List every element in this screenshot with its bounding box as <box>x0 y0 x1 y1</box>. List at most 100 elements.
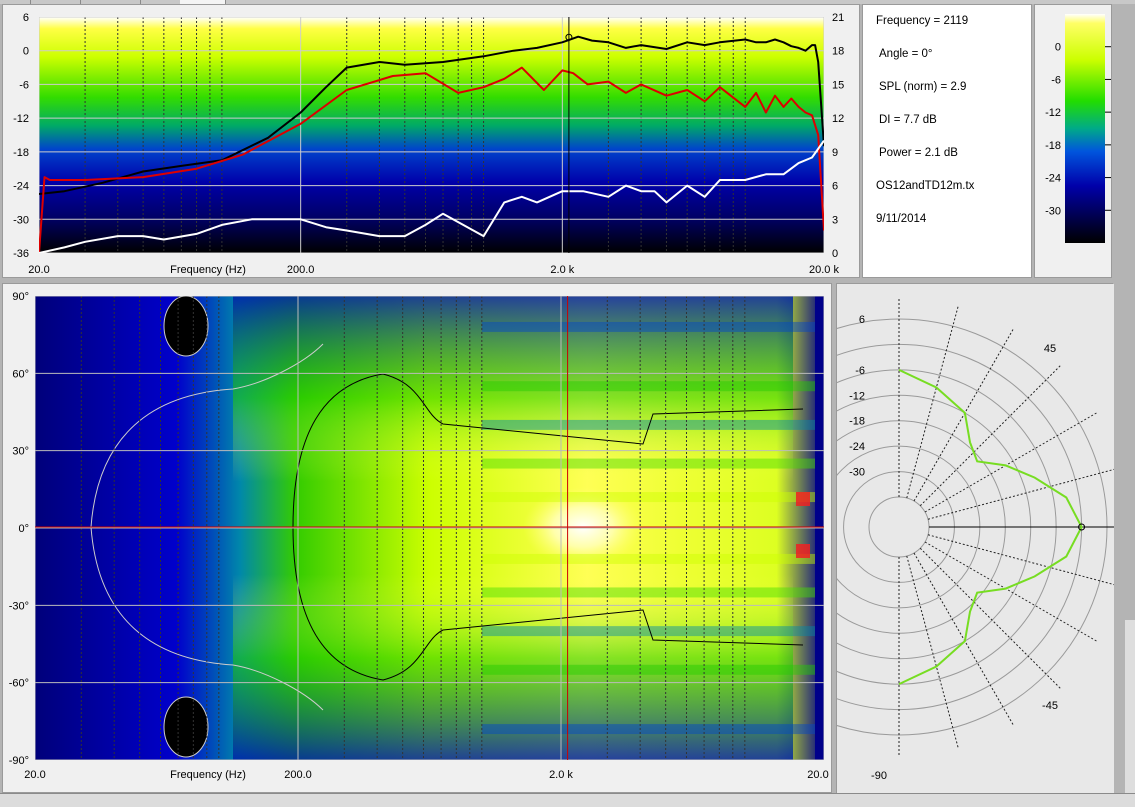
y-tick-label: -90° <box>9 755 29 767</box>
x-tick-label: 200.0 <box>284 769 312 781</box>
lobe-band <box>481 664 824 675</box>
y-right-tick-label: 18 <box>832 46 844 58</box>
frequency-readout: Frequency = 2119 <box>876 15 969 27</box>
plot-background <box>39 17 824 253</box>
tab-active[interactable] <box>180 0 226 4</box>
colorbar-tick-label: -24 <box>1045 173 1061 185</box>
lobe-band <box>481 419 824 430</box>
colorbar-gradient <box>1065 14 1105 243</box>
lobe-band <box>481 587 824 598</box>
lobe-band <box>481 553 824 564</box>
scrollbar[interactable] <box>1125 620 1135 807</box>
x-axis-label: Frequency (Hz) <box>170 264 246 276</box>
peak-marker <box>796 492 810 506</box>
polar-r-tick-label: -12 <box>849 390 865 402</box>
polar-angle-label: 45 <box>1044 343 1056 355</box>
polar-curve <box>898 368 1083 686</box>
tab[interactable] <box>80 0 141 4</box>
y-right-tick-label: 3 <box>832 214 838 226</box>
y-tick-label: 90° <box>12 291 29 303</box>
polar-spoke <box>906 555 960 750</box>
tab[interactable] <box>30 0 81 4</box>
polar-r-tick-label: 6 <box>859 314 865 326</box>
directivity-map[interactable]: 90° 60° 30° 0° -30° -60° -90° 20.0 200.0 2.0 k 20.… <box>3 284 833 794</box>
colorbar-tick-label: -18 <box>1045 140 1061 152</box>
y-tick-label: 30° <box>12 446 29 458</box>
polar-spoke <box>924 541 1099 643</box>
di-readout: DI = 7.7 dB <box>879 114 937 126</box>
lobe-band <box>481 321 824 332</box>
y-left-tick-label: -6 <box>19 79 29 91</box>
contour-line <box>90 526 324 711</box>
status-strip <box>0 793 1135 807</box>
colorbar: 0 -6 -12 -18 -24 -30 <box>1045 14 1111 243</box>
tab[interactable] <box>0 0 31 4</box>
y-left-tick-label: -36 <box>13 248 29 260</box>
y-right-tick-label: 9 <box>832 147 838 159</box>
polar-chart[interactable]: 6 -6 -12 -18 -24 -30 45 -45 -90 <box>837 284 1114 794</box>
y-right-tick-label: 21 <box>832 12 844 24</box>
contour-line <box>292 526 804 681</box>
colorbar-panel: 0 -6 -12 -18 -24 -30 <box>1034 4 1112 278</box>
contour-line <box>292 373 804 528</box>
angle-readout: Angle = 0° <box>879 48 933 60</box>
polar-spoke <box>913 552 1015 727</box>
y-right-tick-label: 0 <box>832 248 838 260</box>
y-tick-label: -60° <box>9 678 29 690</box>
lobe-band <box>481 492 824 503</box>
colorbar-tick-label: -6 <box>1051 74 1061 86</box>
info-panel: Frequency = 2119 Angle = 0° SPL (norm) =… <box>862 4 1032 278</box>
polar-r-tick-label: -18 <box>849 416 865 428</box>
polar-panel: 6 -6 -12 -18 -24 -30 45 -45 -90 <box>836 283 1114 794</box>
y-tick-label: -30° <box>9 600 29 612</box>
y-right-tick-label: 15 <box>832 79 844 91</box>
file-name: OS12andTD12m.tx <box>876 180 975 192</box>
x-tick-label: 2.0 k <box>549 769 573 781</box>
polar-spoke <box>919 364 1062 507</box>
x-tick-label: 20.0 <box>24 769 45 781</box>
lobe-band <box>481 458 824 469</box>
x-tick-label: 200.0 <box>287 264 315 276</box>
polar-angle-label: -45 <box>1042 700 1058 712</box>
y-left-tick-label: -12 <box>13 113 29 125</box>
colorbar-tick-label: -30 <box>1045 205 1061 217</box>
y-right-tick-label: 12 <box>832 113 844 125</box>
frequency-response-panel: 6 0 -6 -12 -18 -24 -30 -36 21 18 15 12 9 6 3 0 20.0 200.0… <box>2 4 860 278</box>
date-label: 9/11/2014 <box>876 213 927 225</box>
x-tick-label: 20.0 <box>807 769 828 781</box>
contour-line <box>90 343 324 528</box>
power-readout: Power = 2.1 dB <box>879 147 958 159</box>
colorbar-tick-label: 0 <box>1055 42 1061 54</box>
polar-r-tick-label: -30 <box>849 467 865 479</box>
polar-marker[interactable] <box>1078 523 1086 531</box>
polar-angle-label: -90 <box>871 770 887 782</box>
x-tick-label: 2.0 k <box>550 264 574 276</box>
series-line-2 <box>39 66 824 253</box>
y-tick-label: 60° <box>12 368 29 380</box>
polar-center <box>868 496 930 558</box>
polar-spoke <box>919 547 1062 690</box>
polar-spoke <box>913 327 1015 502</box>
x-tick-label: 20.0 k <box>809 264 839 276</box>
tab-strip <box>0 0 1135 4</box>
null-region <box>163 296 209 357</box>
series-line-1 <box>39 35 824 195</box>
frequency-response-chart[interactable]: 6 0 -6 -12 -18 -24 -30 -36 21 18 15 12 9 6 3 0 20.0 200.0… <box>3 5 861 279</box>
null-region <box>163 696 209 758</box>
series-line-3 <box>39 140 824 253</box>
y-left-tick-label: -18 <box>13 147 29 159</box>
lobe-band <box>481 626 824 637</box>
lobe-band <box>481 724 824 735</box>
directivity-map-panel: 90° 60° 30° 0° -30° -60° -90° 20.0 200.0 2.0 k 20.… <box>2 283 832 793</box>
x-tick-label: 20.0 <box>28 264 49 276</box>
y-left-tick-label: 0 <box>23 46 29 58</box>
y-right-tick-label: 6 <box>832 181 838 193</box>
polar-r-tick-label: -6 <box>855 365 865 377</box>
spl-readout: SPL (norm) = 2.9 <box>879 81 967 93</box>
y-left-tick-label: -24 <box>13 181 29 193</box>
cursor-marker[interactable] <box>565 33 573 41</box>
y-left-tick-label: -30 <box>13 214 29 226</box>
colorbar-tick-label: -12 <box>1045 107 1061 119</box>
lobe-band <box>481 381 824 392</box>
polar-spoke <box>924 411 1099 513</box>
